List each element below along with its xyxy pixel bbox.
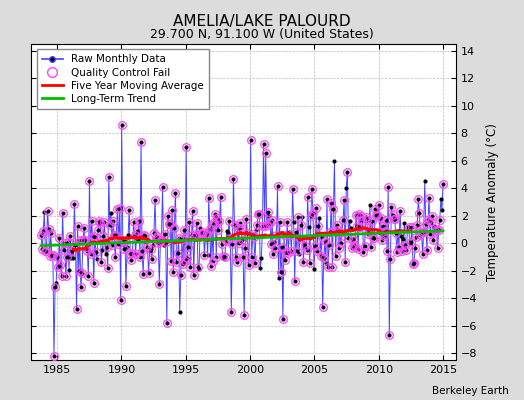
- Text: Berkeley Earth: Berkeley Earth: [432, 386, 508, 396]
- Text: AMELIA/LAKE PALOURD: AMELIA/LAKE PALOURD: [173, 14, 351, 29]
- Y-axis label: Temperature Anomaly (°C): Temperature Anomaly (°C): [486, 123, 498, 281]
- Legend: Raw Monthly Data, Quality Control Fail, Five Year Moving Average, Long-Term Tren: Raw Monthly Data, Quality Control Fail, …: [37, 49, 209, 109]
- Text: 29.700 N, 91.100 W (United States): 29.700 N, 91.100 W (United States): [150, 28, 374, 41]
